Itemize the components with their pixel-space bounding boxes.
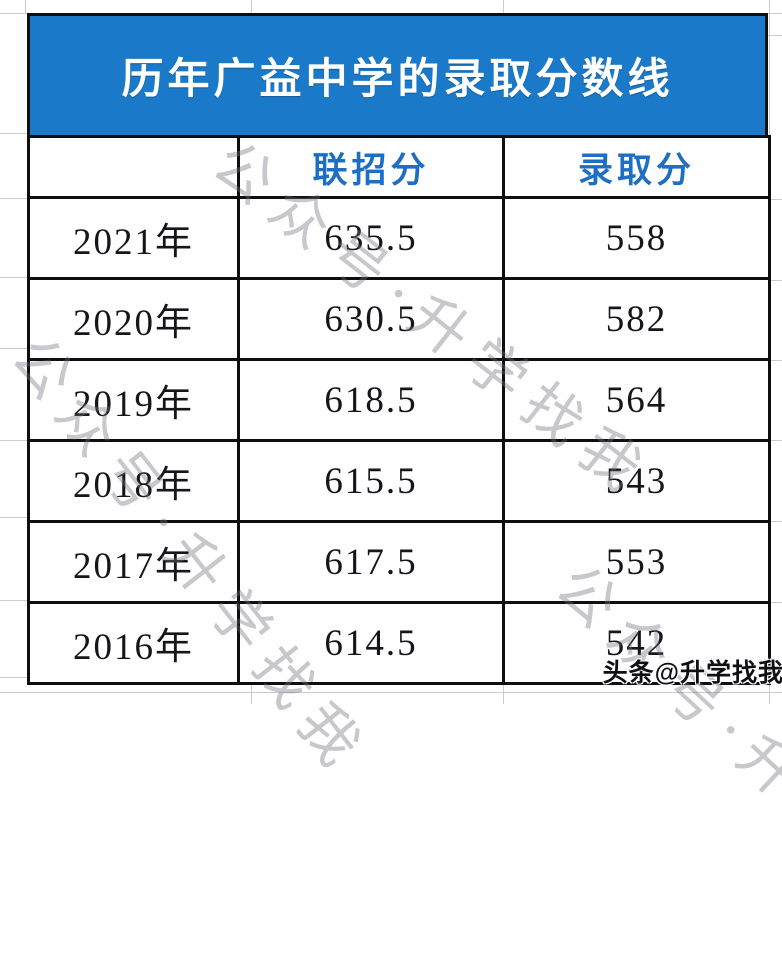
table-row: 2021年 635.5 558	[27, 196, 771, 280]
gridline	[0, 348, 27, 349]
year-cell: 2021年	[27, 196, 240, 280]
gridline	[766, 280, 782, 281]
gridline	[0, 133, 27, 134]
gridline	[503, 0, 504, 13]
gridline	[0, 517, 27, 518]
gridline	[766, 360, 782, 361]
gridline	[766, 602, 782, 603]
admission-score-cell: 564	[502, 358, 771, 442]
joint-score-cell: 630.5	[237, 277, 505, 361]
gridline	[251, 0, 252, 13]
admission-score-column-header: 录取分	[502, 135, 771, 199]
year-cell: 2020年	[27, 277, 240, 361]
table-title-banner: 历年广益中学的录取分数线	[27, 13, 768, 135]
gridline	[0, 600, 27, 601]
table-row: 2020年 630.5 582	[27, 277, 771, 361]
gridline	[0, 277, 27, 278]
gridline	[25, 0, 26, 13]
table-row: 2016年 614.5 542	[27, 601, 771, 685]
admission-score-cell: 543	[502, 439, 771, 523]
page-title: 历年广益中学的录取分数线	[121, 57, 674, 103]
table-row: 2019年 618.5 564	[27, 358, 771, 442]
joint-score-cell: 614.5	[237, 601, 505, 685]
joint-score-cell: 635.5	[237, 196, 505, 280]
gridline	[0, 440, 27, 441]
gridline	[769, 0, 770, 704]
toutiao-credit-label: 头条@升学找我	[602, 659, 782, 687]
joint-score-cell: 617.5	[237, 520, 505, 604]
gridline	[0, 677, 27, 678]
admission-score-cell: 553	[502, 520, 771, 604]
header-row: 联招分 录取分	[27, 135, 771, 199]
year-cell: 2017年	[27, 520, 240, 604]
joint-score-cell: 618.5	[237, 358, 505, 442]
gridline	[766, 199, 782, 200]
admission-score-cell: 582	[502, 277, 771, 361]
year-cell: 2016年	[27, 601, 240, 685]
gridline	[766, 35, 782, 36]
table-row: 2017年 617.5 553	[27, 520, 771, 604]
gridline	[766, 440, 782, 441]
scores-table-block: 历年广益中学的录取分数线 联招分 录取分 2021年 635.5 558 202…	[27, 13, 771, 685]
year-column-header	[27, 135, 240, 199]
gridline	[0, 198, 27, 199]
admission-score-cell: 542	[502, 601, 771, 685]
joint-score-cell: 615.5	[237, 439, 505, 523]
gridline	[251, 684, 252, 704]
admission-score-cell: 558	[502, 196, 771, 280]
year-cell: 2018年	[27, 439, 240, 523]
year-cell: 2019年	[27, 358, 240, 442]
gridline	[766, 521, 782, 522]
table-row: 2018年 615.5 543	[27, 439, 771, 523]
joint-score-column-header: 联招分	[237, 135, 505, 199]
gridline	[503, 684, 504, 704]
scores-table: 联招分 录取分 2021年 635.5 558 2020年 630.5 582 …	[27, 135, 771, 685]
gridline	[0, 692, 782, 693]
